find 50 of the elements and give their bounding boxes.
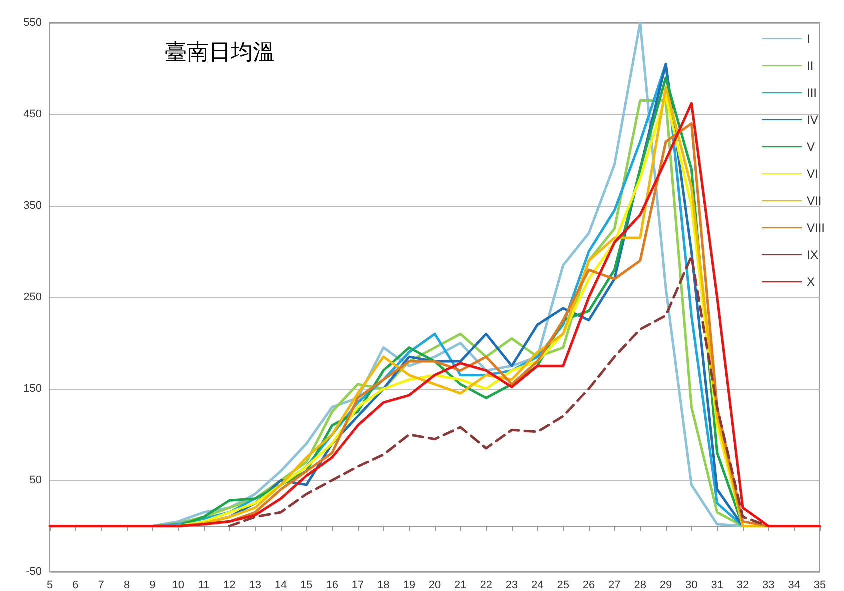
line-series: [228, 255, 770, 528]
x-tick-label: 5: [46, 580, 54, 591]
x-tick-label: 32: [736, 580, 750, 591]
x-tick-label: 12: [224, 580, 236, 591]
x-tick-label: 25: [557, 580, 570, 591]
y-tick-label: 450: [24, 108, 42, 120]
x-tick-label: 21: [454, 580, 467, 591]
x-tick-label: 11: [198, 580, 210, 591]
legend-label: IV: [806, 113, 818, 127]
legend-label: VII: [806, 194, 822, 208]
x-tick-label: 27: [608, 580, 621, 591]
x-tick-label: 29: [660, 580, 672, 591]
x-tick-label: 19: [403, 580, 416, 591]
x-tick-label: 26: [582, 580, 596, 591]
x-tick-label: 13: [249, 580, 262, 591]
y-tick-label: 550: [24, 17, 42, 29]
legend-label: II: [806, 59, 814, 73]
x-tick-label: 22: [480, 580, 492, 591]
x-tick-label: 14: [274, 580, 288, 591]
legend-label: X: [806, 275, 816, 289]
y-tick-label: 150: [24, 383, 42, 395]
x-tick-label: 8: [124, 580, 130, 591]
y-tick-label: 250: [24, 292, 42, 304]
y-tick-label: 50: [30, 474, 42, 486]
y-tick-label: -50: [26, 566, 42, 578]
x-tick-label: 28: [634, 580, 646, 591]
legend-label: V: [806, 140, 816, 154]
x-tick-label: 34: [788, 580, 800, 591]
x-tick-label: 10: [172, 580, 184, 591]
x-tick-label: 35: [814, 580, 826, 591]
x-tick-label: 23: [506, 580, 518, 591]
y-tick-label: 350: [24, 200, 42, 212]
x-tick-label: 33: [762, 580, 775, 591]
x-tick-label: 20: [428, 580, 442, 591]
legend-label: IX: [806, 248, 818, 262]
x-tick-label: 17: [352, 580, 364, 591]
x-tick-label: 16: [326, 580, 338, 591]
x-tick-label: 24: [532, 580, 544, 591]
x-tick-label: 31: [711, 580, 724, 591]
legend-label: VIII: [806, 221, 826, 235]
legend-label: VI: [806, 167, 818, 181]
x-tick-label: 30: [686, 580, 698, 591]
x-tick-label: 7: [98, 580, 104, 591]
text: 臺南日均溫: [165, 40, 275, 64]
legend-label: III: [806, 86, 818, 100]
x-tick-label: 15: [300, 580, 313, 591]
x-tick-label: 6: [72, 580, 79, 591]
legend-label: I: [806, 32, 810, 46]
x-tick-label: 9: [150, 580, 156, 591]
x-tick-label: 18: [378, 580, 390, 591]
